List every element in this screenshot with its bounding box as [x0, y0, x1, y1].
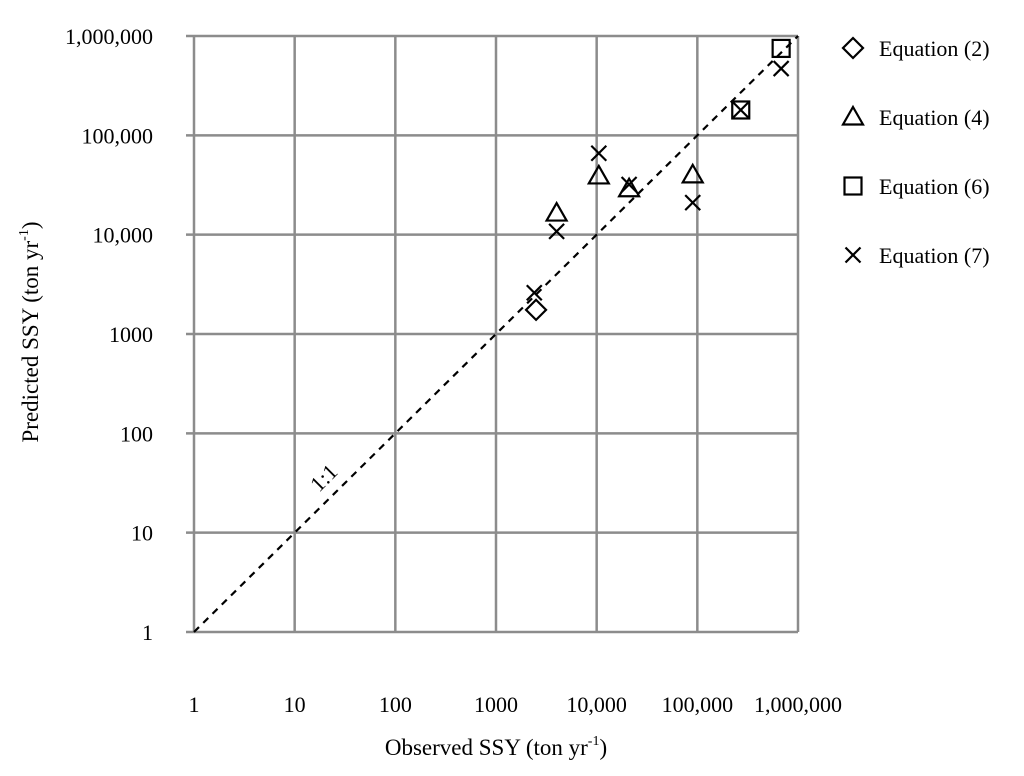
one-to-one-line: [193, 35, 799, 633]
x-tick-label: 1: [189, 692, 200, 717]
data-point-series-4: [590, 144, 608, 162]
legend-label: Equation (6): [879, 174, 990, 199]
legend-item: Equation (4): [841, 104, 990, 130]
y-tick-label: 100: [120, 421, 153, 446]
legend-label: Equation (4): [879, 105, 990, 130]
y-tick-label: 10,000: [93, 223, 154, 248]
data-point-series-3: [771, 38, 791, 59]
y-tick-label: 1000: [109, 322, 153, 347]
y-axis-label: Predicted SSY (ton yr-1): [17, 222, 43, 443]
x-tick-label: 100,000: [662, 692, 734, 717]
tick-labels: 1 10 100 1000 10,000 100,000 1,000,000 1 10 100 10…: [65, 24, 842, 717]
legend-item: Equation (2): [841, 36, 990, 61]
data-point-series-2: [544, 200, 569, 222]
legend-label: Equation (2): [879, 36, 990, 61]
legend: Equation (2) Equation (4) Equation (6) Equa…: [841, 36, 990, 268]
legend-item: Equation (6): [843, 174, 990, 199]
y-tick-label: 1,000,000: [65, 24, 153, 49]
legend-marker-square: [843, 176, 863, 196]
x-tick-label: 1,000,000: [754, 692, 842, 717]
data-point-series-4: [732, 101, 750, 119]
x-tick-label: 10: [284, 692, 306, 717]
legend-marker-diamond: [841, 36, 865, 60]
y-tick-label: 100,000: [82, 123, 154, 148]
data-point-series-4: [620, 176, 638, 193]
data-point-series-2: [586, 163, 611, 185]
data-point-series-4: [684, 194, 702, 211]
x-axis-label: Observed SSY (ton yr-1): [385, 734, 607, 760]
data-point-series-1: [524, 298, 548, 322]
data-point-series-4: [525, 284, 543, 302]
y-tick-label: 1: [142, 620, 153, 645]
data-point-series-2: [680, 162, 705, 184]
x-tick-label: 10,000: [566, 692, 627, 717]
legend-label: Equation (7): [879, 243, 990, 268]
legend-marker-x: [844, 246, 862, 264]
data-markers: [524, 38, 791, 322]
data-point-series-4: [548, 223, 565, 240]
x-tick-label: 100: [379, 692, 412, 717]
data-point-series-2: [617, 176, 641, 198]
data-point-series-3: [731, 100, 751, 120]
legend-marker-triangle: [841, 104, 865, 126]
legend-item: Equation (7): [844, 243, 990, 268]
y-tick-label: 10: [131, 521, 153, 546]
x-tick-label: 1000: [474, 692, 518, 717]
data-point-series-4: [772, 60, 790, 77]
